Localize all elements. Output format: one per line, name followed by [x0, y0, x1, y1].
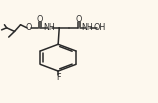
Text: O: O — [26, 23, 32, 32]
Text: OH: OH — [93, 23, 106, 32]
Text: NH: NH — [82, 23, 93, 32]
Text: O: O — [76, 15, 82, 24]
Text: F: F — [56, 73, 60, 82]
Text: O: O — [37, 15, 43, 24]
Text: NH: NH — [43, 23, 55, 32]
